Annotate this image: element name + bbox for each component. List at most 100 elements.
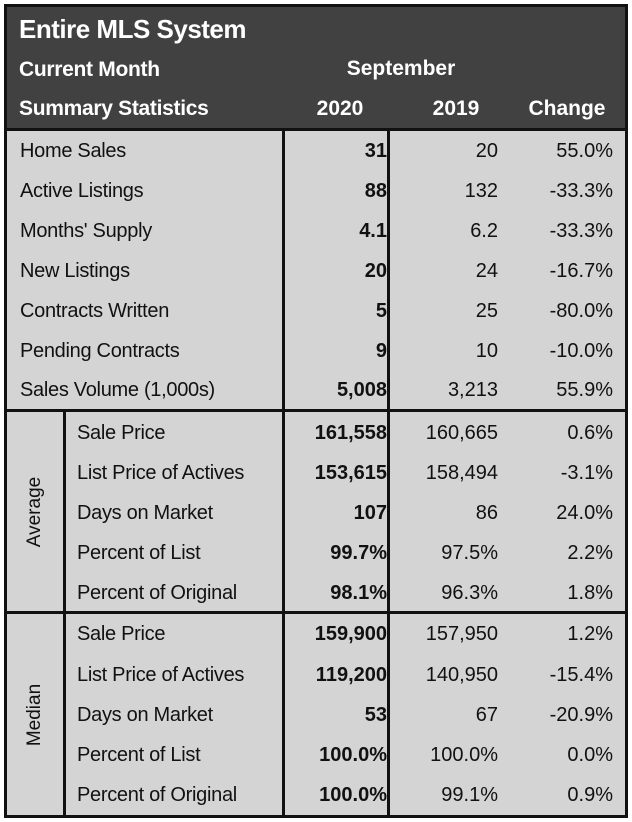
row-label: Sale Price: [77, 422, 166, 444]
value-2020: 119,200: [315, 664, 387, 686]
value-2019: 132: [464, 180, 498, 202]
value-change: 1.2%: [567, 623, 613, 645]
value-change: 55.0%: [556, 140, 613, 162]
value-2019: 160,665: [425, 422, 498, 444]
value-2019: 99.1%: [441, 784, 498, 806]
table-row: Sales Volume (1,000s) 5,008 3,213 55.9%: [7, 370, 625, 410]
table-row: Percent of List 99.7% 97.5% 2.2%: [7, 533, 625, 573]
row-label: New Listings: [20, 260, 130, 282]
value-change: 24.0%: [556, 502, 613, 524]
row-label: Sales Volume (1,000s): [20, 379, 215, 401]
column-header-2019: 2019: [432, 97, 480, 120]
table-row: Sale Price 161,558 160,665 0.6%: [7, 413, 625, 453]
value-2019: 96.3%: [441, 582, 498, 604]
value-2019: 97.5%: [441, 542, 498, 564]
value-change: -15.4%: [549, 664, 613, 686]
row-label: Percent of Original: [77, 784, 237, 806]
value-2020: 5: [375, 300, 387, 322]
value-change: -33.3%: [549, 220, 613, 242]
table-row: New Listings 20 24 -16.7%: [7, 251, 625, 291]
value-2020: 4.1: [359, 220, 387, 242]
table-title: Entire MLS System: [19, 14, 247, 44]
row-label: Sale Price: [77, 623, 166, 645]
value-change: 2.2%: [567, 542, 613, 564]
value-2020: 9: [375, 340, 387, 362]
value-2019: 3,213: [447, 379, 498, 401]
table-row: Sale Price 159,900 157,950 1.2%: [7, 614, 625, 654]
table-row: Percent of Original 100.0% 99.1% 0.9%: [7, 775, 625, 815]
table-row: Percent of List 100.0% 100.0% 0.0%: [7, 735, 625, 775]
table-header: Entire MLS System Current Month Summary …: [7, 7, 625, 128]
value-2020: 100.0%: [319, 744, 387, 766]
table-row: Active Listings 88 132 -33.3%: [7, 171, 625, 211]
row-label: Active Listings: [20, 180, 144, 202]
row-label: List Price of Actives: [77, 664, 245, 686]
value-2019: 86: [475, 502, 498, 524]
value-change: -3.1%: [560, 462, 613, 484]
column-divider-2020-right: [387, 128, 390, 815]
value-2020: 107: [353, 502, 387, 524]
table-row: List Price of Actives 153,615 158,494 -3…: [7, 453, 625, 493]
column-header-change: Change: [528, 97, 606, 120]
row-label: Days on Market: [77, 704, 213, 726]
value-2020: 5,008: [336, 379, 387, 401]
row-label: Percent of List: [77, 542, 201, 564]
value-2020: 88: [364, 180, 387, 202]
value-2020: 98.1%: [330, 582, 387, 604]
table-row: Home Sales 31 20 55.0%: [7, 131, 625, 171]
mls-summary-table: Entire MLS System Current Month Summary …: [4, 4, 628, 818]
value-2019: 24: [475, 260, 498, 282]
table-row: Days on Market 53 67 -20.9%: [7, 695, 625, 735]
column-header-2020: 2020: [316, 97, 364, 120]
period-label: Current Month: [19, 58, 160, 81]
row-label: Days on Market: [77, 502, 213, 524]
value-2019: 158,494: [425, 462, 498, 484]
value-2020: 99.7%: [330, 542, 387, 564]
value-change: 0.6%: [567, 422, 613, 444]
value-change: 1.8%: [567, 582, 613, 604]
section-label: Summary Statistics: [19, 97, 209, 120]
value-2019: 10: [475, 340, 498, 362]
month-label: September: [346, 57, 456, 80]
value-change: -33.3%: [549, 180, 613, 202]
value-2020: 53: [364, 704, 387, 726]
value-2020: 159,900: [314, 623, 387, 645]
row-label: Contracts Written: [20, 300, 170, 322]
value-2020: 100.0%: [319, 784, 387, 806]
row-label: Percent of List: [77, 744, 201, 766]
value-change: -80.0%: [549, 300, 613, 322]
value-2020: 153,615: [314, 462, 387, 484]
table-row: List Price of Actives 119,200 140,950 -1…: [7, 655, 625, 695]
table-row: Days on Market 107 86 24.0%: [7, 493, 625, 533]
table-row: Months' Supply 4.1 6.2 -33.3%: [7, 211, 625, 251]
value-2019: 6.2: [470, 220, 498, 242]
value-2019: 140,950: [425, 664, 498, 686]
row-label: List Price of Actives: [77, 462, 245, 484]
table-row: Contracts Written 5 25 -80.0%: [7, 291, 625, 331]
row-label: Home Sales: [20, 140, 126, 162]
table-row: Percent of Original 98.1% 96.3% 1.8%: [7, 573, 625, 613]
value-2019: 20: [475, 140, 498, 162]
value-change: -10.0%: [549, 340, 613, 362]
row-label: Months' Supply: [20, 220, 152, 242]
table-row: Pending Contracts 9 10 -10.0%: [7, 331, 625, 371]
average-section-divider: [7, 409, 625, 412]
header-divider: [7, 128, 625, 131]
value-change: 0.9%: [567, 784, 613, 806]
value-2020: 161,558: [314, 422, 387, 444]
row-label: Percent of Original: [77, 582, 237, 604]
value-change: 0.0%: [567, 744, 613, 766]
value-2019: 157,950: [425, 623, 498, 645]
column-divider-2020-left: [282, 128, 285, 815]
group-label-divider: [63, 409, 66, 815]
value-2020: 20: [364, 260, 387, 282]
value-change: -16.7%: [549, 260, 613, 282]
value-2019: 25: [475, 300, 498, 322]
value-2019: 67: [475, 704, 498, 726]
value-change: 55.9%: [556, 379, 613, 401]
median-section-divider: [7, 611, 625, 614]
value-2020: 31: [364, 140, 387, 162]
value-change: -20.9%: [549, 704, 613, 726]
row-label: Pending Contracts: [20, 340, 180, 362]
value-2019: 100.0%: [430, 744, 498, 766]
